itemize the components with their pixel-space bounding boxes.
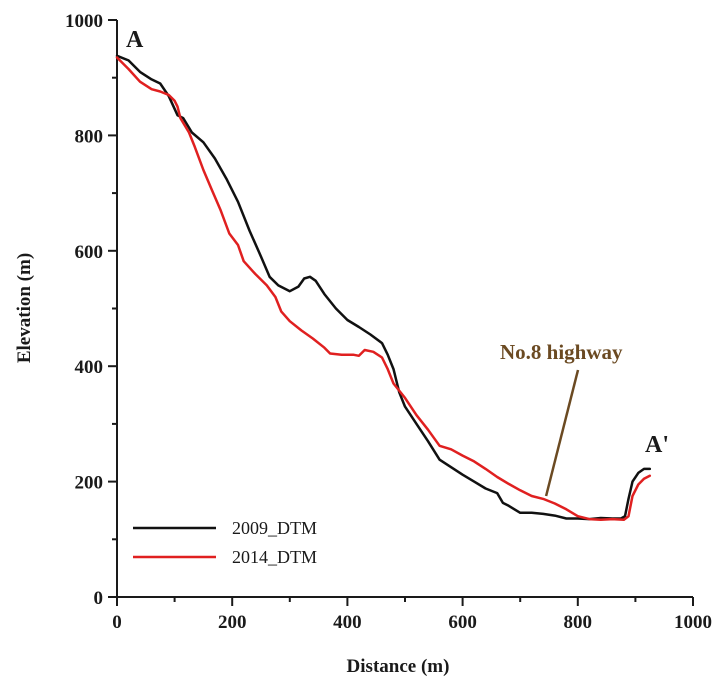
legend-label-2014: 2014_DTM xyxy=(232,547,317,567)
y-tick-label: 200 xyxy=(75,473,104,494)
legend: 2009_DTM 2014_DTM xyxy=(133,518,317,567)
axes xyxy=(116,20,693,598)
y-tick-label: 600 xyxy=(75,242,104,263)
legend-label-2009: 2009_DTM xyxy=(232,518,317,538)
y-tick-label: 1000 xyxy=(65,11,103,32)
ticks: 0 200 400 600 800 1000 0 200 400 600 800 1000 xyxy=(65,11,712,633)
series-line-2014-dtm xyxy=(115,56,652,521)
highway-annotation: No.8 highway xyxy=(500,340,623,364)
y-tick-label: 400 xyxy=(75,357,104,378)
x-tick-label: 800 xyxy=(564,612,593,633)
y-tick-label: 0 xyxy=(94,588,104,609)
x-tick-label: 1000 xyxy=(674,612,712,633)
series-layer xyxy=(115,54,652,521)
y-tick-label: 800 xyxy=(75,126,104,147)
x-tick-label: 0 xyxy=(112,612,122,633)
x-tick-label: 200 xyxy=(218,612,247,633)
y-axis-label: Elevation (m) xyxy=(14,253,35,363)
x-tick-label: 400 xyxy=(333,612,362,633)
end-point-label: A' xyxy=(645,432,669,458)
x-tick-label: 600 xyxy=(448,612,477,633)
start-point-label: A xyxy=(126,27,144,53)
x-axis-label: Distance (m) xyxy=(347,656,450,677)
series-line-2009-dtm xyxy=(115,54,652,521)
highway-pointer-line xyxy=(544,369,580,497)
